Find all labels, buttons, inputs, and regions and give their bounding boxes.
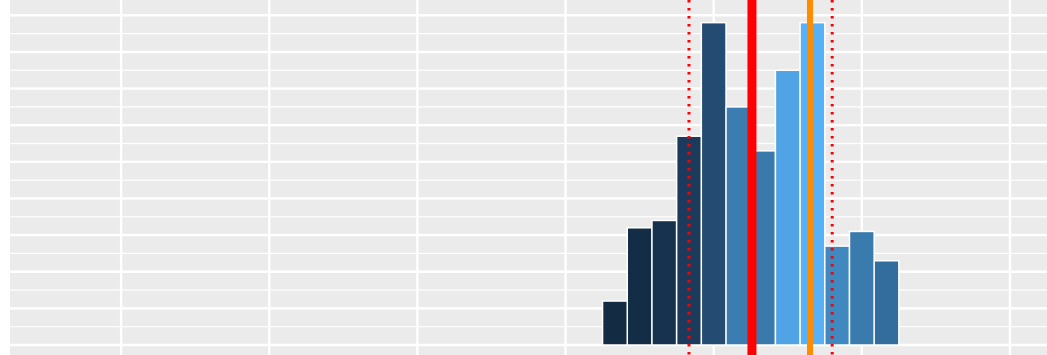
- histogram-bar-5: [701, 23, 726, 345]
- histogram-bar-6: [726, 107, 751, 345]
- histogram-bar-8: [775, 70, 800, 345]
- histogram-bar-12: [874, 261, 899, 345]
- histogram-bar-2: [627, 228, 652, 345]
- histogram-bar-10: [825, 246, 850, 345]
- histogram-bar-11: [849, 231, 874, 345]
- histogram-bar-1: [603, 301, 628, 345]
- histogram-bar-3: [652, 220, 677, 345]
